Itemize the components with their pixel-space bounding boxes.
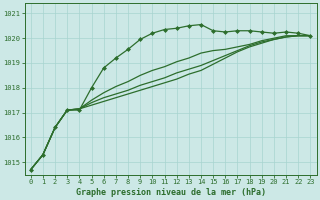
X-axis label: Graphe pression niveau de la mer (hPa): Graphe pression niveau de la mer (hPa)	[76, 188, 266, 197]
